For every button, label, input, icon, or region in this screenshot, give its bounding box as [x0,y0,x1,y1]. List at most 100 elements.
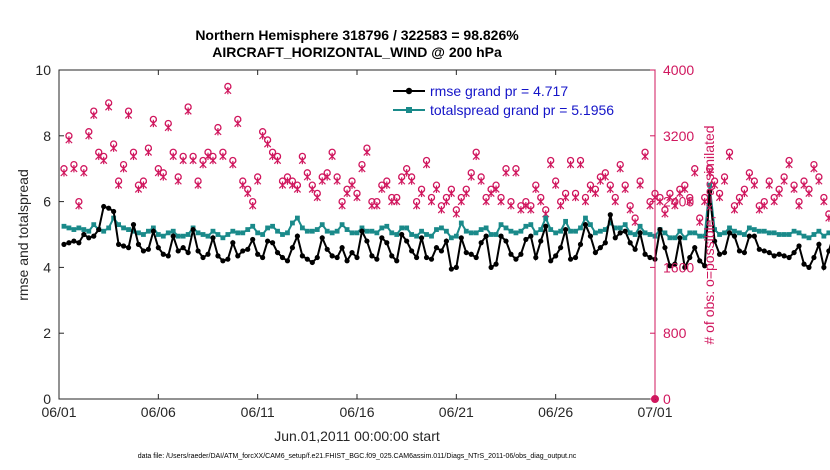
obs-assimilated-point [661,210,669,218]
spread-point [230,228,236,234]
rmse-point [409,248,415,254]
rmse-point [86,235,92,241]
spread-point [791,228,797,234]
spread-point [826,230,830,236]
spread-point [399,225,405,231]
spread-point [314,227,320,232]
legend-spread-marker [406,107,412,113]
spread-point [160,233,166,239]
spread-point [116,222,121,228]
obs-assimilated-point [586,185,595,193]
rmse-point [423,254,430,261]
obs-assimilated-point [477,177,485,185]
spread-point [553,230,559,236]
x-axis-label: Jun.01,2011 00:00:00 start [274,428,440,444]
spread-point [627,230,633,236]
rmse-point [488,264,494,270]
rmse-point [145,246,151,252]
obs-assimilated-point [288,181,297,189]
obs-assimilated-point [641,152,649,161]
spread-point [155,232,161,237]
rmse-point [81,231,87,238]
obs-assimilated-point [358,165,366,173]
obs-assimilated-point [815,177,823,185]
spread-point [602,227,608,232]
obs-assimilated-point [144,148,153,156]
obs-assimilated-point [283,177,292,185]
spread-point [717,232,722,237]
spread-point [737,230,742,236]
spread-point [533,230,539,236]
spread-point [543,215,549,221]
rmse-point [796,243,802,249]
spread-point [458,220,464,226]
spread-point [811,232,817,237]
obs-assimilated-point [561,193,570,202]
rmse-point [210,235,216,241]
spread-point [260,232,266,237]
spread-point [727,225,732,231]
obs-assimilated-point [417,189,426,198]
rmse-point [458,235,464,241]
rmse-point [265,238,271,244]
spread-point [195,230,201,236]
spread-point [354,230,360,236]
spread-point [821,233,827,239]
spread-point [146,228,151,234]
rmse-point [135,241,142,247]
rmse-point [111,208,117,215]
spread-point [771,230,777,236]
rmse-point [279,254,286,261]
rmse-point [319,235,325,241]
y-right-tick-label: 0 [663,391,671,407]
obs-assimilated-point [298,156,306,165]
spread-point [180,233,186,239]
obs-assimilated-point [263,140,272,148]
rmse-point [558,245,564,251]
spread-point [295,215,300,221]
obs-assimilated-point [780,177,788,185]
rmse-point [667,263,673,269]
spread-point [304,228,310,234]
spread-point [488,232,494,237]
spread-point [414,233,419,239]
obs-assimilated-point [422,160,431,169]
rmse-point [299,253,305,259]
obs-assimilated-point [129,152,138,161]
obs-assimilated-point [373,202,381,210]
obs-assimilated-point [149,119,157,128]
rmse-point [334,254,340,261]
spread-point [324,228,330,234]
obs-assimilated-point [343,189,351,198]
spread-point [379,225,385,231]
obs-assimilated-point [427,197,436,206]
rmse-point [478,240,484,246]
spread-point [299,225,305,231]
spread-point [141,232,146,237]
rmse-point [602,240,608,246]
rmse-point [657,226,663,233]
spread-point [617,225,623,231]
spread-point [126,227,131,232]
rmse-point [632,246,638,252]
rmse-point [697,258,703,264]
legend-rmse-label: rmse grand pr = 4.717 [430,83,568,99]
rmse-point [76,240,82,246]
obs-assimilated-point [631,218,639,226]
rmse-point [160,251,166,257]
obs-assimilated-point [90,111,98,119]
spread-point [578,225,583,231]
data-file-footer: data file: /Users/raeder/DAI/ATM_forcXX/… [138,453,577,460]
spread-point [374,230,380,236]
spread-point [692,230,698,236]
spread-point [71,227,77,232]
rmse-point [329,253,335,259]
rmse-point [428,256,435,262]
spread-point [746,225,752,231]
y-axis-left: 0 2 4 6 8 10 [35,62,64,407]
rmse-point [786,254,792,261]
rmse-point [687,254,693,261]
spread-point [548,227,554,232]
rmse-point [672,261,678,267]
obs-assimilated-point [164,123,172,132]
